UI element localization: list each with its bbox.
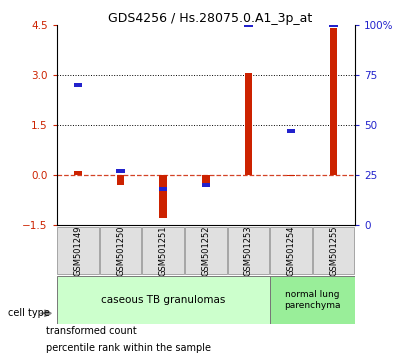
Text: GDS4256 / Hs.28075.0.A1_3p_at: GDS4256 / Hs.28075.0.A1_3p_at (108, 12, 312, 25)
Bar (287, 129, 295, 133)
FancyBboxPatch shape (313, 227, 354, 274)
Bar (74, 82, 82, 87)
FancyBboxPatch shape (270, 276, 355, 324)
Bar (330, 28, 337, 175)
Text: GSM501251: GSM501251 (159, 225, 168, 276)
FancyBboxPatch shape (270, 227, 312, 274)
Text: GSM501249: GSM501249 (74, 225, 82, 276)
Text: GSM501254: GSM501254 (286, 225, 296, 276)
Text: GSM501255: GSM501255 (329, 225, 338, 276)
FancyBboxPatch shape (228, 227, 269, 274)
FancyBboxPatch shape (100, 227, 142, 274)
Text: normal lung
parenchyma: normal lung parenchyma (284, 290, 341, 310)
FancyBboxPatch shape (142, 227, 184, 274)
Bar (244, 23, 252, 27)
FancyBboxPatch shape (185, 227, 227, 274)
Text: GSM501250: GSM501250 (116, 225, 125, 276)
Bar (202, 175, 210, 187)
FancyBboxPatch shape (57, 227, 99, 274)
Bar (202, 183, 210, 187)
Bar (74, 171, 82, 175)
Bar (287, 175, 295, 176)
Bar (159, 175, 167, 218)
Bar (329, 23, 338, 27)
Text: caseous TB granulomas: caseous TB granulomas (101, 295, 226, 305)
FancyBboxPatch shape (57, 276, 270, 324)
Bar (159, 187, 168, 191)
Bar (116, 169, 125, 173)
Bar (117, 175, 124, 185)
Text: GSM501253: GSM501253 (244, 225, 253, 276)
Text: transformed count: transformed count (46, 326, 137, 336)
Bar (244, 73, 252, 175)
Text: GSM501252: GSM501252 (201, 225, 210, 276)
Text: cell type: cell type (8, 308, 50, 318)
Text: percentile rank within the sample: percentile rank within the sample (46, 343, 211, 353)
